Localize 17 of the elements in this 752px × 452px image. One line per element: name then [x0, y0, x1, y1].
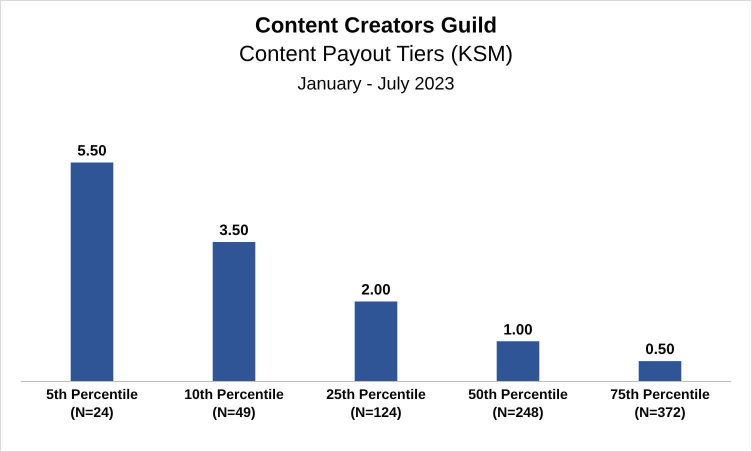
- bar: [354, 302, 398, 381]
- bar: [496, 341, 540, 381]
- x-tick-label: 50th Percentile (N=248): [468, 386, 568, 420]
- chart-title: Content Creators Guild: [254, 12, 498, 38]
- x-tick-label: 10th Percentile (N=49): [184, 386, 284, 420]
- bar: [638, 361, 682, 381]
- bar: [212, 242, 256, 381]
- bar: [70, 162, 114, 381]
- data-label: 3.50: [219, 222, 249, 239]
- x-tick-label: 25th Percentile (N=124): [326, 386, 426, 420]
- data-label: 5.50: [77, 142, 107, 160]
- data-label: 0.50: [645, 341, 675, 358]
- x-tick-label: 75th Percentile (N=372): [610, 386, 710, 420]
- chart-subtitle: Content Payout Tiers (KSM) January - July 2023: [239, 41, 513, 94]
- data-label: 1.00: [503, 321, 533, 338]
- data-label: 2.00: [361, 282, 391, 299]
- x-tick-label: 5th Percentile (N=24): [46, 386, 138, 420]
